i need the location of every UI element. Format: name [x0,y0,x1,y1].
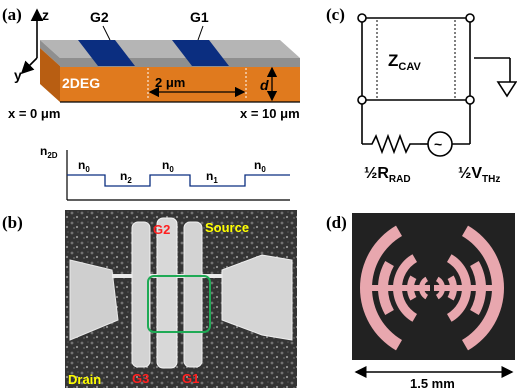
panel-b-label: (b) [2,213,23,232]
panel-c-label: (c) [326,5,345,24]
panel-a-label: (a) [2,5,22,24]
region-of-interest-box [147,275,211,333]
gate-g1-label-b: G1 [182,371,199,386]
panel-a: (a) z y G2 G1 2DEG 2 μm d x = 0 μm x = 1… [2,5,300,201]
density-profile-line [67,174,290,187]
resistor-symbol [362,133,420,155]
antenna-feed-bar [434,285,496,291]
gate-g2 [78,40,135,66]
gate-g3-label: G3 [132,371,149,386]
source-label: Source [205,220,249,235]
antenna-arm-segment [360,225,402,351]
panel-c: (c) ZCAV ~ ½RRAD ½VTHz [326,5,517,185]
drain-label: Drain [68,372,101,387]
gate-g2-leader [102,25,111,41]
density-segment-label: n0 [78,158,90,174]
drain-contact [69,259,119,341]
gate-g3-finger [131,221,151,368]
gate-g2-label: G2 [90,9,109,25]
z-cav-label: ZCAV [388,51,421,73]
gate-g2-finger [156,217,178,369]
r-rad-label: ½RRAD [364,165,411,185]
density-segment-label: n0 [254,158,266,174]
scale-bar-label: 1.5 mm [410,376,455,391]
slab-top-side [40,40,60,66]
panel-d: (d) 1.5 mm [326,213,515,391]
y-axis-label: y [14,67,22,83]
ground-symbol [496,81,517,98]
antenna-feed-bar [368,285,430,291]
ac-source-glyph: ~ [434,136,442,152]
spiral-antenna [360,225,504,351]
gate-g1-leader [197,25,204,41]
antenna-arm-segment [447,254,471,322]
antenna-arm-segment [462,225,504,351]
density-segment-label: n2 [120,169,132,185]
terminal-bottom-right [465,95,475,105]
density-segment-labels: n0 n2 n0 n1 n0 [78,158,266,185]
density-segment-label: n1 [206,169,218,185]
terminal-top-left [357,13,367,23]
length-scale-label: 2 μm [155,75,185,90]
x-start-label: x = 0 μm [8,106,60,121]
terminal-top-right [465,13,475,23]
density-axis-label: n2D [40,144,58,160]
density-segment-label: n0 [162,158,174,174]
v-thz-label: ½VTHz [458,165,500,185]
slab-top-front [60,58,300,67]
terminal-bottom-left [357,95,367,105]
substrate-side [40,48,60,102]
gate-g2-label-b: G2 [153,222,170,237]
source-contact [221,254,293,341]
panel-b: (b) G2 Source Drain G3 G1 [2,210,297,388]
slab-top-face [40,40,300,58]
2deg-label: 2DEG [62,75,100,91]
x-end-label: x = 10 μm [240,106,300,121]
antenna-arm-segment [393,254,417,322]
y-axis-arrow [20,57,38,75]
z-axis-label: z [42,7,49,23]
depth-label: d [260,77,269,93]
gate-g1-finger [183,221,203,368]
panel-d-label: (d) [326,213,347,232]
gate-g1-label: G1 [190,9,209,25]
gate-g1 [172,40,229,66]
